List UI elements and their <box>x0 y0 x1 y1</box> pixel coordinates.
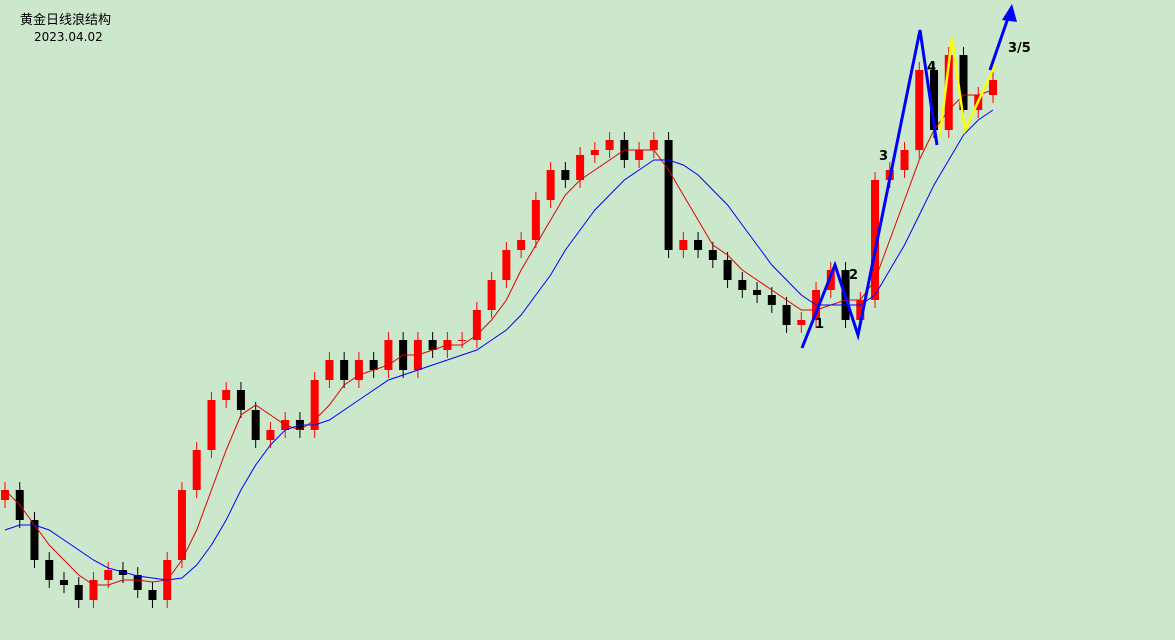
candle-body <box>694 240 703 250</box>
candle-body <box>325 360 334 380</box>
candles <box>1 47 997 608</box>
candle-body <box>959 55 968 110</box>
candle-body <box>664 140 673 250</box>
candle-body <box>177 490 186 560</box>
candle-body <box>531 200 540 240</box>
arrow-line <box>988 17 1010 71</box>
candle-body <box>502 250 511 280</box>
candle-body <box>384 340 393 370</box>
candle-body <box>782 305 791 325</box>
candle-body <box>458 340 467 341</box>
candle-body <box>753 290 762 295</box>
wave-label: 3/5 <box>1008 41 1031 56</box>
candle-body <box>546 170 555 200</box>
moving-average <box>4 89 994 586</box>
candle-body <box>871 180 880 300</box>
candle-body <box>856 300 865 320</box>
candle-body <box>723 260 732 280</box>
wave-label: 1 <box>815 317 824 332</box>
candle-body <box>236 390 245 410</box>
candle-body <box>251 410 260 440</box>
candle-body <box>310 380 319 430</box>
candle-body <box>59 580 68 585</box>
candle-body <box>104 570 113 580</box>
chart-date: 2023.04.02 <box>34 30 103 44</box>
candle-body <box>133 575 142 590</box>
candle-body <box>635 150 644 160</box>
candle-body <box>576 155 585 180</box>
candle-body <box>561 170 570 180</box>
chart-title: 黄金日线浪结构 <box>20 12 111 28</box>
candle-body <box>605 140 614 150</box>
candle-body <box>266 430 275 440</box>
candle-body <box>915 70 924 150</box>
candle-body <box>767 295 776 305</box>
candle-body <box>590 150 599 155</box>
candle-body <box>738 280 747 290</box>
candle-body <box>517 240 526 250</box>
wave-label: 3 <box>879 149 888 164</box>
candle-body <box>944 55 953 130</box>
candle-body <box>708 250 717 260</box>
candle-body <box>487 280 496 310</box>
candle-body <box>900 150 909 170</box>
candle-body <box>989 80 997 95</box>
candle-body <box>45 560 54 580</box>
candle-body <box>472 310 481 340</box>
candle-body <box>649 140 658 150</box>
candle-body <box>1 490 9 500</box>
candle-body <box>222 390 231 400</box>
candle-body <box>826 270 835 290</box>
candle-body <box>354 360 363 380</box>
candle-body <box>679 240 688 250</box>
candle-body <box>89 580 98 600</box>
candle-body <box>74 585 83 600</box>
sub-wave-line <box>938 37 997 136</box>
moving-average <box>4 109 994 581</box>
candle-body <box>207 400 216 450</box>
wave-line <box>800 29 939 349</box>
wave-label: 4 <box>927 60 936 75</box>
candle-body <box>428 340 437 350</box>
arrow-head <box>1002 4 1017 22</box>
candle-body <box>797 320 806 325</box>
candle-body <box>340 360 349 380</box>
candle-body <box>30 520 39 560</box>
candle-body <box>192 450 201 490</box>
wave-label: 2 <box>849 268 858 283</box>
candle-body <box>930 70 939 130</box>
candle-body <box>369 360 378 370</box>
candle-body <box>148 590 157 600</box>
